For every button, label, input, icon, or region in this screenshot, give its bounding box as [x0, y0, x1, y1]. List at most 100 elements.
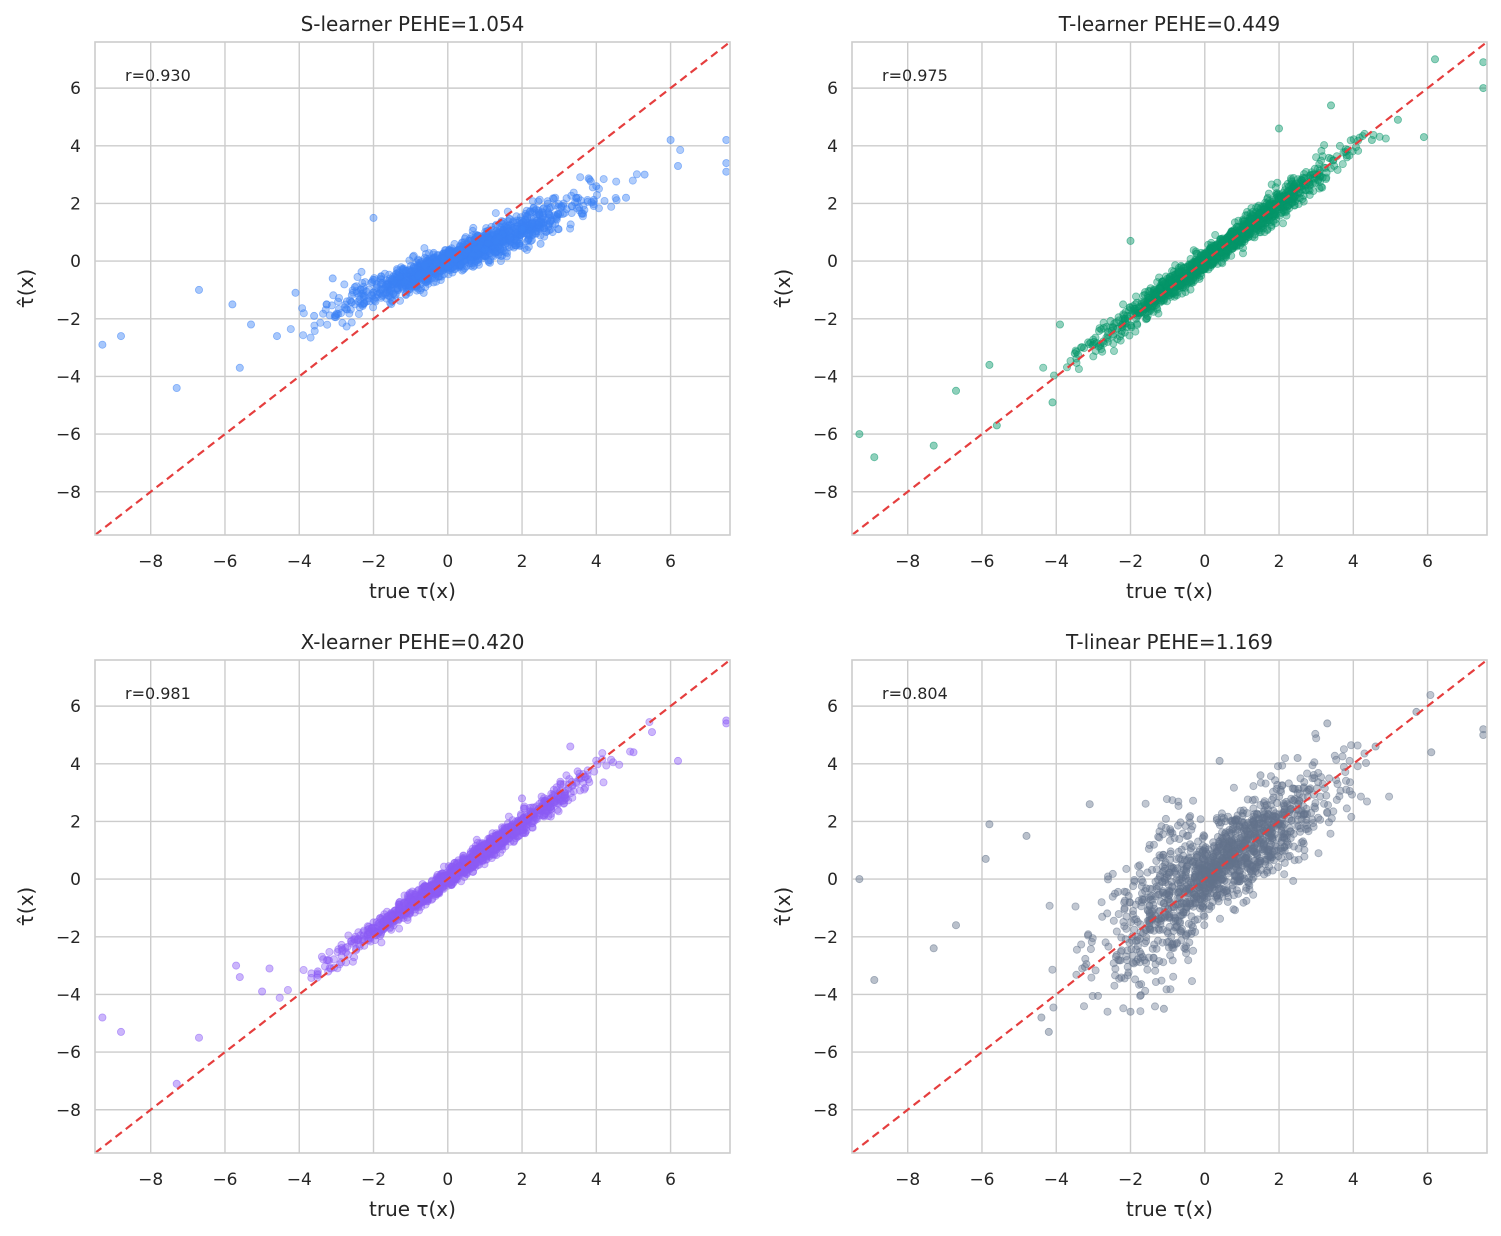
data-point	[530, 816, 539, 825]
data-point	[1176, 281, 1185, 290]
x-axis-label: true τ(x)	[1126, 579, 1213, 603]
x-tick-label: −2	[1118, 552, 1143, 572]
x-tick-label: 2	[517, 1170, 528, 1190]
data-point	[445, 250, 454, 259]
x-axis-label: true τ(x)	[369, 579, 456, 603]
x-tick-label: 2	[1274, 552, 1285, 572]
data-point	[1151, 960, 1160, 969]
data-point	[1135, 861, 1144, 870]
data-point	[1131, 327, 1140, 336]
data-point	[317, 952, 326, 961]
data-point	[1168, 956, 1177, 965]
data-point	[434, 272, 443, 281]
data-point	[329, 955, 338, 964]
data-point	[194, 285, 203, 294]
x-axis-label: true τ(x)	[369, 1197, 456, 1221]
data-point	[385, 270, 394, 279]
data-point	[1078, 343, 1087, 352]
data-point	[1381, 134, 1390, 143]
data-point	[1362, 759, 1371, 768]
data-point	[472, 858, 481, 867]
data-point	[648, 728, 657, 737]
data-point	[98, 1013, 107, 1022]
data-point	[421, 283, 430, 292]
data-point	[348, 957, 357, 966]
data-point	[576, 173, 585, 182]
data-point	[525, 207, 534, 216]
data-point	[562, 771, 571, 780]
data-point	[456, 260, 465, 269]
y-tick-label: −8	[56, 483, 81, 503]
data-point	[439, 862, 448, 871]
data-point	[1175, 268, 1184, 277]
axes-frame	[94, 41, 731, 536]
data-point	[1070, 349, 1079, 358]
x-tick-label: 4	[1348, 552, 1359, 572]
data-point	[486, 835, 495, 844]
data-point	[535, 218, 544, 227]
data-point	[98, 340, 107, 349]
data-point	[505, 214, 514, 223]
data-point	[528, 823, 537, 832]
data-point	[1284, 182, 1293, 191]
data-point	[341, 300, 350, 309]
data-point	[1116, 336, 1125, 345]
data-point	[562, 205, 571, 214]
data-point	[1050, 371, 1059, 380]
data-point	[1431, 55, 1440, 64]
data-point	[378, 279, 387, 288]
data-point	[368, 291, 377, 300]
data-point	[394, 904, 403, 913]
data-point	[554, 225, 563, 234]
data-point	[1125, 331, 1134, 340]
data-point	[480, 245, 489, 254]
data-point	[510, 235, 519, 244]
data-point	[376, 285, 385, 294]
data-point	[429, 248, 438, 257]
data-point	[1157, 297, 1166, 306]
data-point	[353, 272, 362, 281]
data-point	[546, 211, 555, 220]
data-point	[1275, 124, 1284, 133]
data-point	[492, 237, 501, 246]
data-point	[235, 973, 244, 982]
y-tick-label: 4	[70, 755, 81, 775]
axes-frame	[851, 41, 1488, 536]
data-point	[1189, 946, 1198, 955]
data-point	[870, 453, 879, 462]
data-point	[1228, 242, 1237, 251]
data-point	[722, 167, 730, 176]
data-point	[313, 967, 322, 976]
correlation-annotation: r=0.975	[882, 66, 948, 85]
x-tick-label: −8	[138, 1170, 163, 1190]
data-point	[1267, 221, 1276, 230]
data-point	[543, 197, 552, 206]
data-point	[370, 296, 379, 305]
data-point	[593, 190, 602, 199]
data-point	[1317, 182, 1326, 191]
data-point	[855, 430, 864, 439]
data-point	[607, 202, 616, 211]
correlation-annotation: r=0.981	[125, 684, 191, 703]
data-point	[531, 227, 540, 236]
data-point	[194, 1033, 203, 1042]
data-point	[666, 135, 675, 144]
data-point	[1305, 190, 1314, 199]
data-point	[1123, 311, 1132, 320]
data-point	[1143, 965, 1152, 974]
data-point	[1135, 869, 1144, 878]
data-point	[393, 284, 402, 293]
y-tick-label: 2	[70, 194, 81, 214]
data-point	[1272, 190, 1281, 199]
y-tick-label: −2	[813, 310, 838, 330]
data-point	[358, 278, 367, 287]
x-tick-label: −2	[361, 552, 386, 572]
data-point	[1056, 320, 1065, 329]
data-point	[265, 964, 274, 973]
data-point	[1131, 300, 1140, 309]
data-point	[399, 265, 408, 274]
data-point	[1256, 219, 1265, 228]
data-point	[1317, 156, 1326, 165]
data-point	[536, 239, 545, 248]
y-tick-label: −2	[56, 928, 81, 948]
